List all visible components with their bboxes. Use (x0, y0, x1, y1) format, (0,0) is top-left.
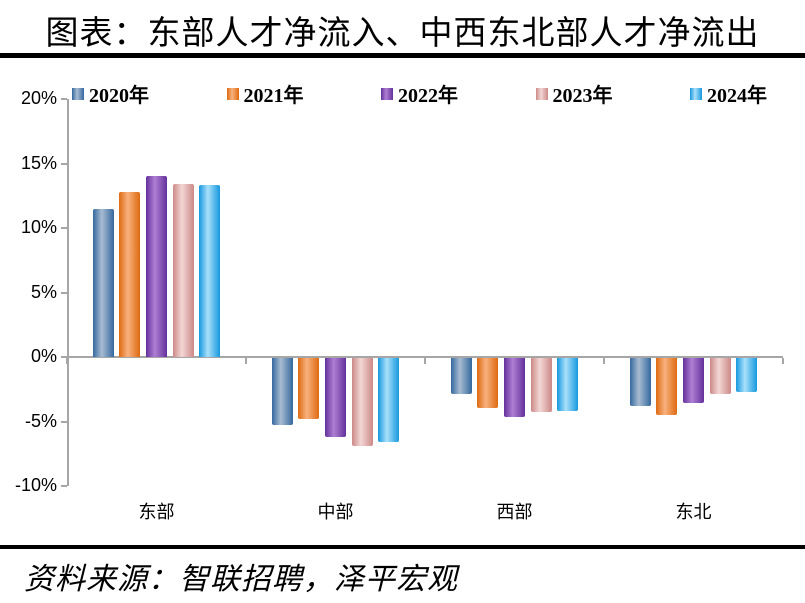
bar-2024年-东北 (736, 358, 758, 392)
bar-2023年-西部 (530, 358, 552, 413)
y-axis-tick (61, 356, 67, 358)
x-axis-tick (66, 358, 68, 364)
y-axis-tick (61, 485, 67, 487)
legend-swatch-icon (72, 87, 84, 100)
bar-2020年-中部 (271, 358, 293, 426)
bar-2021年-东部 (119, 191, 141, 357)
bar-2023年-东部 (172, 184, 194, 357)
bar-2021年-西部 (477, 358, 499, 409)
y-axis-tick (61, 420, 67, 423)
x-axis-tick (782, 358, 784, 364)
bottom-divider (0, 545, 805, 549)
legend-item: 2023年 (535, 79, 613, 108)
y-axis-tick (61, 291, 67, 294)
bar-2022年-中部 (325, 358, 346, 437)
x-axis-tick (245, 358, 247, 364)
x-category-label: 西部 (496, 502, 533, 522)
x-axis-tick (424, 358, 426, 364)
bar-2020年-东部 (92, 208, 114, 357)
legend-item: 2024年 (690, 79, 767, 108)
legend-item: 2021年 (226, 79, 304, 108)
bar-2020年-东北 (629, 358, 651, 406)
bar-2023年-东北 (709, 358, 731, 395)
x-axis-tick (603, 358, 605, 364)
y-tick-label: 5% (30, 281, 57, 302)
x-axis-zero-line (67, 356, 783, 358)
x-category-label: 东部 (138, 502, 175, 522)
bar-2022年-西部 (504, 358, 525, 418)
bar-2021年-中部 (298, 358, 320, 419)
x-category-label: 东北 (675, 502, 712, 522)
legend-swatch-icon (690, 87, 702, 100)
y-axis-tick (61, 227, 67, 229)
legend-item: 2020年 (72, 79, 149, 108)
y-axis-line (67, 99, 69, 486)
y-tick-label: 20% (20, 88, 57, 108)
y-tick-label: -5% (24, 410, 57, 431)
bar-2022年-东北 (683, 358, 704, 404)
legend-swatch-icon (381, 87, 393, 100)
y-tick-label: -10% (14, 475, 57, 495)
chart-legend: 2020年 2021年 2022年 2023年 2024年 (72, 79, 767, 108)
bar-2022年-东部 (146, 176, 167, 357)
bar-2024年-东部 (199, 185, 221, 357)
y-tick-label: 0% (30, 346, 57, 366)
legend-label: 2021年 (243, 85, 304, 107)
legend-item: 2022年 (381, 79, 458, 108)
bar-2024年-中部 (378, 358, 400, 442)
legend-label: 2024年 (707, 85, 767, 107)
legend-label: 2022年 (398, 85, 458, 107)
bar-2020年-西部 (450, 358, 472, 395)
source-note: 资料来源：智联招聘，泽平宏观 (24, 563, 458, 596)
bar-2024年-西部 (557, 358, 579, 411)
bar-2021年-东北 (656, 358, 678, 415)
title-divider (0, 53, 805, 58)
bar-2023年-中部 (351, 358, 373, 446)
y-axis-tick (61, 162, 67, 165)
x-category-label: 中部 (317, 502, 354, 522)
chart-title: 图表：东部人才净流入、中西东北部人才净流出 (45, 16, 760, 52)
y-axis-tick (61, 98, 67, 100)
legend-swatch-icon (226, 87, 239, 100)
y-tick-label: 15% (20, 152, 57, 173)
legend-label: 2020年 (89, 85, 149, 107)
y-tick-label: 10% (20, 217, 57, 237)
legend-swatch-icon (535, 87, 548, 100)
legend-label: 2023年 (552, 85, 613, 107)
